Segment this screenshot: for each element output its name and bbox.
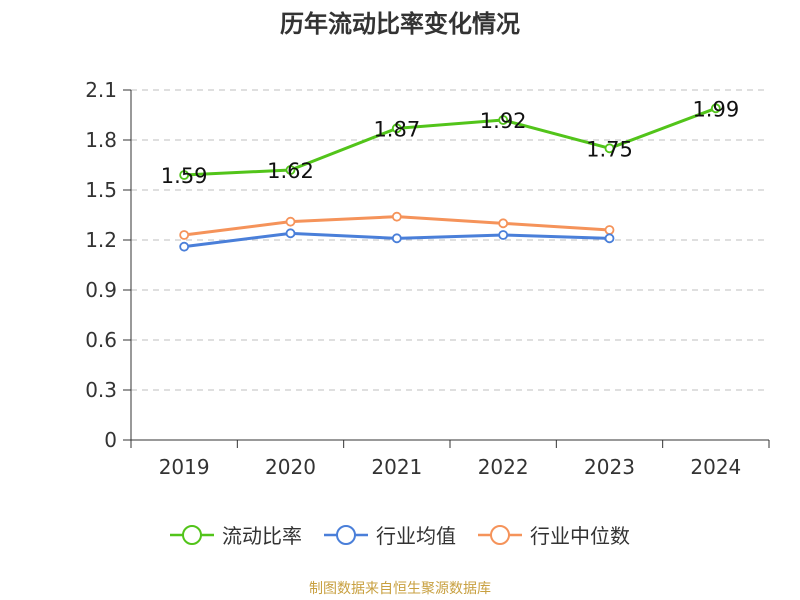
data-point — [498, 230, 509, 240]
legend-item[interactable]: 行业中位数 — [478, 520, 630, 549]
data-point — [391, 211, 402, 222]
data-point — [604, 233, 615, 244]
y-tick-label: 0.9 — [85, 278, 117, 302]
x-tick-label: 2021 — [371, 455, 422, 479]
legend-item[interactable]: 行业均值 — [324, 520, 456, 549]
data-label: 1.59 — [161, 164, 208, 188]
data-label: 1.92 — [480, 109, 527, 133]
legend: 流动比率 行业均值 行业中位数 — [0, 520, 800, 549]
data-point — [179, 230, 190, 240]
y-tick-label: 2.1 — [85, 78, 117, 102]
y-tick-label: 1.5 — [85, 178, 117, 202]
legend-label: 行业中位数 — [530, 524, 630, 548]
data-point — [391, 123, 402, 134]
series-line — [184, 106, 717, 177]
y-tick-label: 0.3 — [85, 378, 117, 402]
x-tick-label: 2024 — [690, 455, 741, 479]
data-point — [391, 233, 402, 244]
data-label: 1.75 — [586, 137, 633, 161]
legend-swatch-icon — [478, 524, 522, 545]
data-label: 1.99 — [692, 97, 739, 121]
x-tick-label: 2022 — [478, 455, 529, 479]
data-point — [285, 228, 296, 239]
data-point — [604, 143, 615, 154]
data-point — [285, 165, 296, 175]
y-tick-label: 0 — [104, 428, 117, 452]
y-tick-label: 0.6 — [85, 328, 117, 352]
data-point — [498, 115, 509, 125]
x-tick-label: 2023 — [584, 455, 635, 479]
legend-label: 行业均值 — [376, 524, 456, 548]
data-label: 1.87 — [373, 117, 420, 141]
data-source-note: 制图数据来自恒生聚源数据库 — [309, 581, 491, 597]
x-tick-label: 2019 — [159, 455, 210, 479]
data-label: 1.62 — [267, 159, 314, 183]
legend-swatch-icon — [170, 524, 214, 545]
data-point — [498, 218, 509, 229]
chart-title: 历年流动比率变化情况 — [280, 10, 520, 38]
y-tick-label: 1.2 — [85, 228, 117, 252]
x-tick-label: 2020 — [265, 455, 316, 479]
legend-item[interactable]: 流动比率 — [170, 520, 302, 549]
data-point — [179, 170, 190, 180]
data-point — [179, 241, 190, 252]
legend-swatch-icon — [324, 524, 368, 545]
y-tick-label: 1.8 — [85, 128, 117, 152]
legend-label: 流动比率 — [222, 524, 302, 548]
data-point — [604, 225, 615, 235]
data-point — [710, 103, 721, 114]
data-point — [285, 216, 296, 227]
